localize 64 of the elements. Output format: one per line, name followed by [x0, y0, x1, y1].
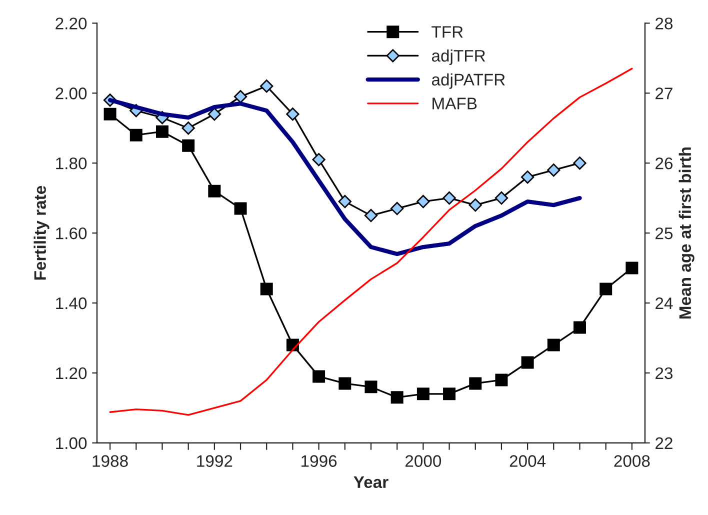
point	[495, 374, 508, 386]
x-tick-label: 1996	[302, 455, 337, 467]
y-tick-label: 2.00	[56, 88, 87, 100]
x-tick-label: 1992	[197, 455, 232, 467]
point	[443, 388, 456, 400]
point	[416, 194, 430, 208]
point	[364, 208, 378, 222]
x-tick-label: 1988	[92, 455, 128, 467]
line-series	[109, 68, 633, 416]
point	[208, 184, 221, 198]
point	[286, 108, 300, 121]
point	[547, 163, 560, 177]
legend-label: TFR	[432, 26, 463, 38]
point	[520, 170, 534, 184]
y2-tick-label: 24	[656, 297, 673, 310]
point	[312, 370, 326, 383]
point	[234, 90, 248, 104]
point	[260, 80, 274, 93]
x-tick-label: 2000	[405, 455, 442, 467]
y2-tick-label: 27	[656, 88, 672, 100]
point	[521, 356, 534, 369]
point	[469, 377, 482, 390]
point	[573, 156, 586, 170]
point	[547, 338, 560, 352]
point	[338, 377, 352, 390]
point	[574, 321, 586, 334]
y2-tick-label: 25	[656, 227, 673, 240]
y-tick-label: 1.80	[56, 157, 87, 170]
point	[390, 202, 404, 216]
x-axis-title: Year	[354, 476, 388, 488]
point	[234, 202, 247, 215]
y2-tick-label: 23	[656, 367, 673, 380]
point	[182, 122, 195, 135]
point	[390, 391, 404, 404]
y2-tick-label: 22	[656, 437, 672, 449]
x-tick-label: 2008	[614, 455, 650, 467]
legend-label: adjTFR	[432, 49, 486, 65]
point	[338, 194, 352, 208]
y2-tick-label: 28	[656, 18, 673, 30]
point	[156, 125, 168, 138]
y2-axis-title: Mean age at first birth	[678, 147, 694, 319]
legend-label: adjPATFR	[432, 73, 505, 89]
y-tick-label: 1.60	[56, 227, 87, 240]
y-tick-label: 1.40	[56, 297, 87, 310]
point	[260, 282, 273, 296]
point	[442, 191, 456, 205]
y2-tick-label: 26	[656, 157, 673, 170]
point	[494, 191, 508, 205]
y-tick-label: 1.00	[56, 437, 87, 450]
point	[312, 153, 326, 166]
point	[468, 198, 482, 212]
x-tick-label: 2004	[510, 455, 546, 467]
point	[600, 282, 612, 296]
point	[364, 380, 378, 394]
point	[130, 128, 142, 142]
y-tick-label: 2.20	[56, 18, 87, 30]
y-axis-title: Fertility rate	[34, 186, 50, 280]
point	[104, 108, 116, 120]
point	[416, 388, 430, 400]
point	[208, 108, 222, 121]
legend-label: MAFB	[432, 98, 477, 110]
point	[626, 262, 638, 274]
point	[182, 139, 195, 152]
y-tick-label: 1.20	[56, 367, 87, 380]
